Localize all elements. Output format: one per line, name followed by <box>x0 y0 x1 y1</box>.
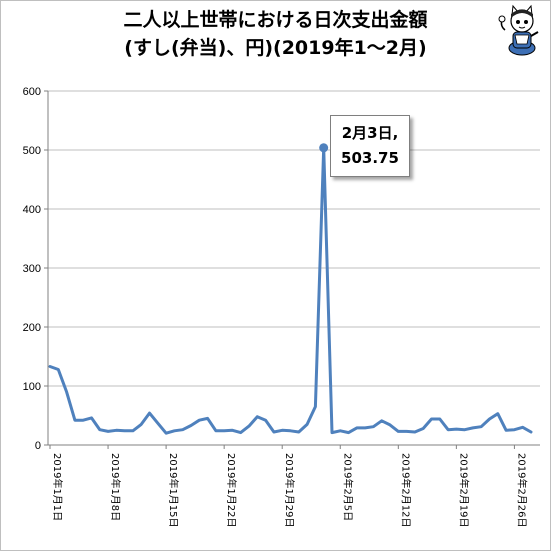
data-point-28 <box>281 429 284 432</box>
x-tick-label-6: 2019年2月12日 <box>399 453 412 528</box>
y-tick-label-100: 100 <box>23 381 41 393</box>
y-tick-label-600: 600 <box>23 86 41 98</box>
data-point-45 <box>422 427 425 430</box>
data-point-22 <box>231 429 234 432</box>
y-axis-tick-labels: 0 100 200 300 400 500 600 <box>23 86 41 452</box>
data-point-10 <box>131 429 134 432</box>
axes <box>44 90 540 449</box>
x-tick-label-0: 2019年1月1日 <box>51 453 64 521</box>
data-point-0 <box>49 365 52 368</box>
data-point-25 <box>256 415 259 418</box>
data-point-15 <box>173 429 176 432</box>
peak-annotation-value: 503.75 <box>341 149 399 167</box>
data-point-16 <box>181 428 184 431</box>
data-point-42 <box>397 430 400 433</box>
data-point-31 <box>306 423 309 426</box>
data-point-47 <box>438 418 441 421</box>
y-tick-label-300: 300 <box>23 263 41 275</box>
peak-data-point <box>319 143 329 153</box>
data-point-7 <box>107 430 110 433</box>
data-point-40 <box>380 419 383 422</box>
data-point-51 <box>471 426 474 429</box>
data-point-8 <box>115 429 118 432</box>
data-point-55 <box>505 429 508 432</box>
data-point-30 <box>297 431 300 434</box>
data-point-26 <box>264 419 267 422</box>
data-point-13 <box>156 422 159 425</box>
data-point-53 <box>488 418 491 421</box>
gridlines <box>48 90 540 387</box>
data-point-36 <box>347 431 350 434</box>
peak-annotation-callout: 2月3日, 503.75 <box>330 115 410 177</box>
series-line <box>48 146 533 435</box>
cartoon-cat-mascot-icon <box>498 4 539 56</box>
x-tick-label-1: 2019年1月8日 <box>109 453 122 521</box>
x-tick-label-3: 2019年1月22日 <box>225 453 238 528</box>
data-point-43 <box>405 430 408 433</box>
chart-title-line-1: 二人以上世帯における日次支出金額 <box>123 9 428 31</box>
data-point-11 <box>140 423 143 426</box>
x-tick-label-8: 2019年2月26日 <box>515 453 528 528</box>
data-point-52 <box>480 425 483 428</box>
data-point-32 <box>314 405 317 408</box>
data-point-3 <box>73 419 76 422</box>
peak-annotation-date: 2月3日, <box>341 124 399 142</box>
data-point-56 <box>513 428 516 431</box>
data-point-39 <box>372 425 375 428</box>
data-point-6 <box>98 428 101 431</box>
data-point-37 <box>355 426 358 429</box>
data-point-23 <box>239 431 242 434</box>
x-tick-label-7: 2019年2月19日 <box>457 453 470 528</box>
data-point-5 <box>90 416 93 419</box>
data-point-12 <box>148 412 151 415</box>
data-point-19 <box>206 417 209 420</box>
data-point-35 <box>339 429 342 432</box>
data-point-41 <box>389 423 392 426</box>
data-point-14 <box>165 432 168 435</box>
data-point-24 <box>248 425 251 428</box>
data-point-17 <box>189 424 192 427</box>
chart-title-line-2: (すし(弁当)、円)(2019年1～2月) <box>124 37 427 59</box>
data-point-27 <box>272 431 275 434</box>
data-point-44 <box>413 431 416 434</box>
data-point-49 <box>455 428 458 431</box>
series <box>48 143 533 435</box>
x-tick-label-5: 2019年2月5日 <box>341 453 354 521</box>
data-point-2 <box>65 390 68 393</box>
data-point-54 <box>496 412 499 415</box>
x-tick-label-2: 2019年1月15日 <box>167 453 180 528</box>
data-point-48 <box>447 428 450 431</box>
x-axis-tick-labels: 2019年1月1日 2019年1月8日 2019年1月15日 2019年1月22日 20… <box>51 453 528 528</box>
chart-title: 二人以上世帯における日次支出金額 (すし(弁当)、円)(2019年1～2月) <box>0 6 551 62</box>
data-point-58 <box>530 431 533 434</box>
y-tick-label-500: 500 <box>23 145 41 157</box>
data-point-9 <box>123 429 126 432</box>
y-tick-label-400: 400 <box>23 204 41 216</box>
data-point-29 <box>289 429 292 432</box>
data-point-18 <box>198 419 201 422</box>
data-point-21 <box>223 429 226 432</box>
data-point-38 <box>364 426 367 429</box>
data-point-46 <box>430 418 433 421</box>
data-point-20 <box>214 429 217 432</box>
data-point-50 <box>463 428 466 431</box>
data-point-4 <box>82 419 85 422</box>
x-tick-label-4: 2019年1月29日 <box>283 453 296 528</box>
y-tick-label-0: 0 <box>35 440 41 452</box>
data-point-1 <box>57 368 60 371</box>
y-tick-label-200: 200 <box>23 322 41 334</box>
data-point-34 <box>330 431 333 434</box>
data-point-57 <box>521 426 524 429</box>
